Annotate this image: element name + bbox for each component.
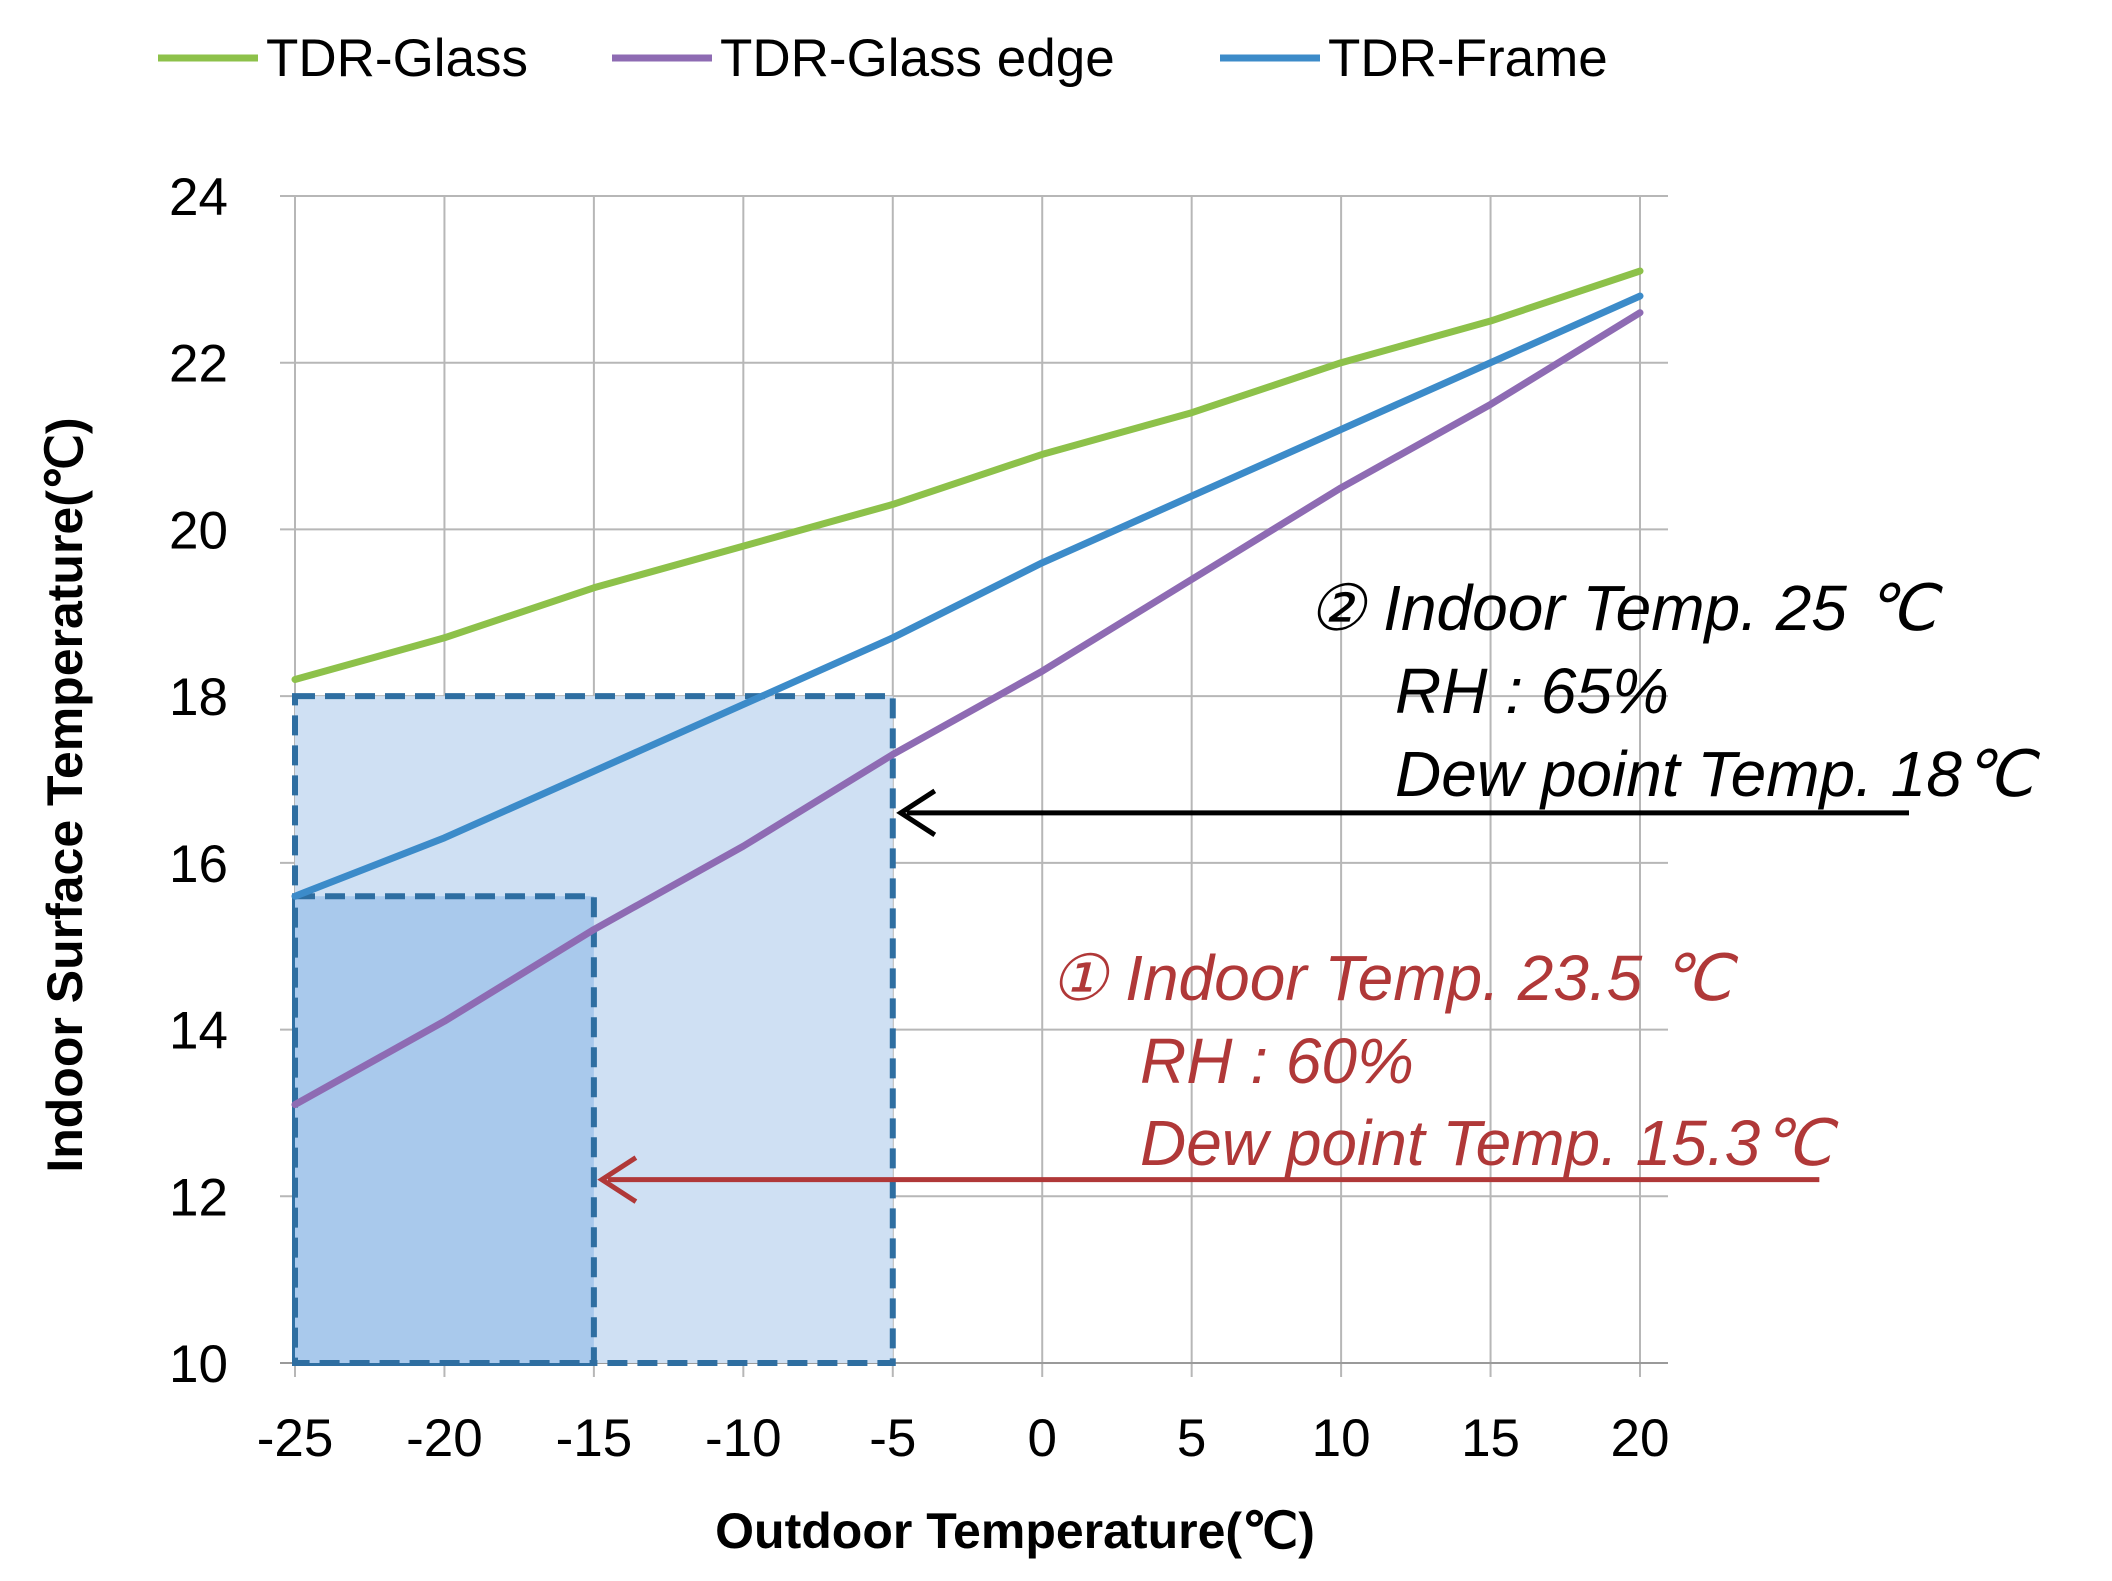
series-line-3 <box>291 292 1644 900</box>
x-tick-label: -10 <box>705 1409 782 1468</box>
x-tick-label: 15 <box>1461 1409 1520 1468</box>
shaded-region-2 <box>292 893 597 1366</box>
y-tick-label: 20 <box>169 501 228 560</box>
annotation-2-line: ① Indoor Temp. 23.5 ℃ <box>1050 942 1739 1014</box>
x-tick-label: -20 <box>406 1409 483 1468</box>
shaded-regions <box>292 693 896 1366</box>
y-tick-label: 16 <box>169 835 228 894</box>
annotation-2-arrowhead <box>597 1155 638 1204</box>
x-tick-label: 5 <box>1177 1409 1206 1468</box>
series-line-1 <box>291 267 1644 683</box>
x-tick-label: 20 <box>1611 1409 1670 1468</box>
annotation-2-line: Dew point Temp. 15.3℃ <box>1140 1107 1839 1179</box>
y-tick-label: 18 <box>169 668 228 727</box>
y-tick-label: 24 <box>169 168 228 227</box>
legend-label: TDR-Glass edge <box>720 29 1115 88</box>
series-line-2 <box>291 309 1644 1109</box>
x-axis-title: Outdoor Temperature(℃) <box>715 1503 1315 1559</box>
legend: TDR-Glass TDR-Glass edge TDR-Frame <box>158 29 1608 88</box>
y-tick-label: 22 <box>169 335 228 394</box>
y-tick-label: 14 <box>169 1002 228 1061</box>
y-tick-label: 12 <box>169 1168 228 1227</box>
annotation-1-arrowhead <box>896 788 937 837</box>
annotation-1-line: ② Indoor Temp. 25 ℃ <box>1308 572 1944 644</box>
legend-label: TDR-Glass <box>266 29 528 88</box>
x-tick-label: 0 <box>1027 1409 1056 1468</box>
x-tick-label: -25 <box>257 1409 334 1468</box>
x-tick-label: 10 <box>1312 1409 1371 1468</box>
y-axis-title: Indoor Surface Temperature(℃) <box>37 417 93 1172</box>
annotations: ② Indoor Temp. 25 ℃ RH : 65% Dew point Tem… <box>597 572 2041 1204</box>
annotation-1-line: RH : 65% <box>1395 655 1669 727</box>
annotation-1-line: Dew point Temp. 18℃ <box>1395 738 2041 810</box>
series-lines <box>291 267 1644 1109</box>
tick-labels: -25 -20 -15 -10 -5 0 5 10 15 20 10 12 14 16 18 20 22 24 <box>169 168 1669 1468</box>
annotation-2-line: RH : 60% <box>1140 1025 1414 1097</box>
legend-label: TDR-Frame <box>1328 29 1608 88</box>
x-tick-label: -15 <box>556 1409 633 1468</box>
y-tick-label: 10 <box>169 1335 228 1394</box>
x-tick-label: -5 <box>869 1409 916 1468</box>
